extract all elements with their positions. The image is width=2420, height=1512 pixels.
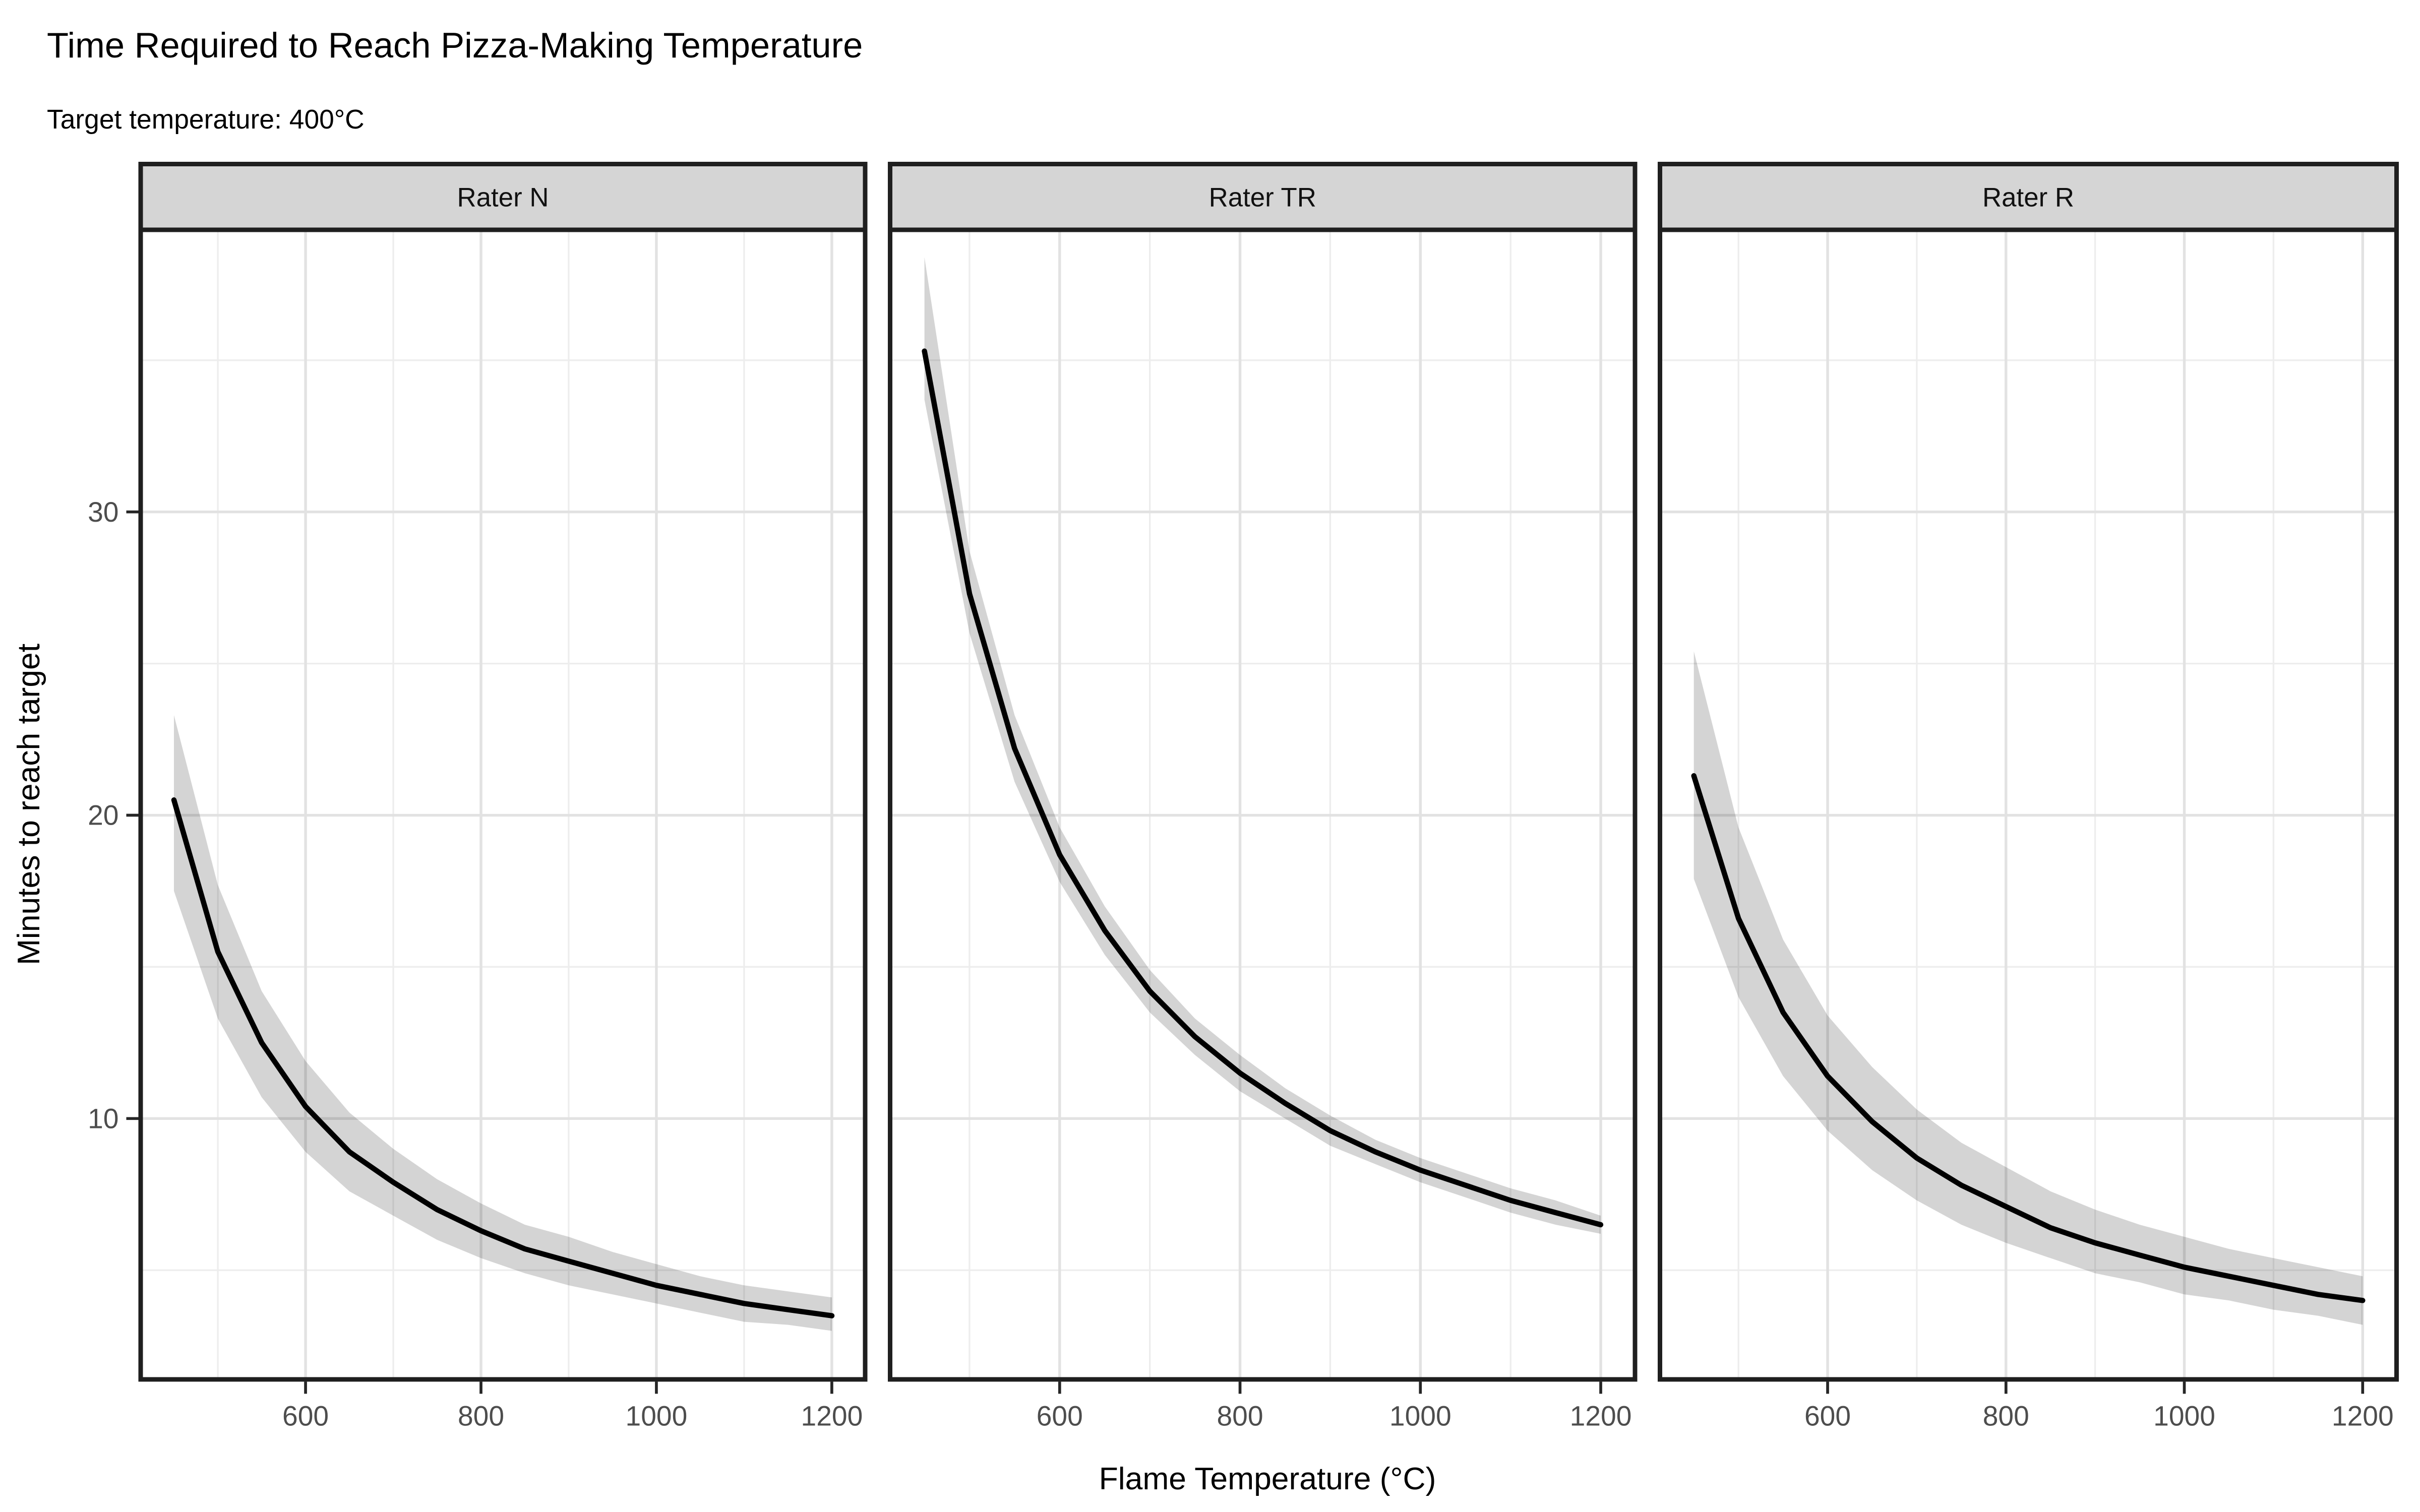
x-tick-label: 1000 [2153,1400,2215,1431]
facet-strip-label: Rater N [457,182,549,212]
y-tick-label: 20 [88,800,118,831]
x-tick-label: 1200 [2332,1400,2394,1431]
x-tick-label: 600 [1804,1400,1851,1431]
facet-panel: Rater R 600 800 1000 1200 [1658,162,2399,1431]
x-tick-label: 600 [1037,1400,1083,1431]
facet-strip [1658,162,2399,232]
x-tick-label: 800 [1983,1400,2029,1431]
facet-panel: Rater TR 600 800 1000 1200 [888,162,1638,1431]
panel-background [141,230,865,1379]
y-tick-label: 10 [88,1103,118,1135]
x-axis-title: Flame Temperature (°C) [1099,1462,1436,1496]
y-tick-label: 30 [88,496,118,528]
x-tick-label: 800 [458,1400,504,1431]
fit-line [1691,773,2366,1303]
panels-group: Rater N 600 800 1000 1200 10 20 30 Rater TR 600 80… [88,162,2399,1431]
fit-line [171,797,835,1318]
fit-line [922,348,1604,1228]
x-tick-label: 600 [282,1400,329,1431]
facet-strip [888,162,1638,232]
x-tick-label: 1200 [1570,1400,1632,1431]
confidence-ribbon [174,715,832,1331]
facet-strip-label: Rater R [1982,182,2074,212]
confidence-ribbon [1693,651,2363,1325]
x-tick-label: 1200 [801,1400,863,1431]
chart-subtitle: Target temperature: 400°C [47,105,365,135]
facet-strip-label: Rater TR [1209,182,1316,212]
y-axis-title: Minutes to reach target [12,644,46,965]
chart-title: Time Required to Reach Pizza-Making Temp… [47,25,863,65]
facet-panel: Rater N 600 800 1000 1200 10 20 30 [88,162,868,1431]
facet-strip [138,162,868,232]
x-tick-label: 1000 [626,1400,688,1431]
x-tick-label: 1000 [1389,1400,1451,1431]
x-tick-label: 800 [1217,1400,1263,1431]
